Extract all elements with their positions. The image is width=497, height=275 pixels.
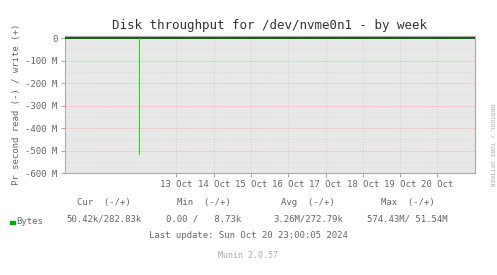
Text: 574.43M/ 51.54M: 574.43M/ 51.54M [367, 214, 448, 223]
Title: Disk throughput for /dev/nvme0n1 - by week: Disk throughput for /dev/nvme0n1 - by we… [112, 19, 427, 32]
Text: Munin 2.0.57: Munin 2.0.57 [219, 252, 278, 260]
Text: 0.00 /   8.73k: 0.00 / 8.73k [166, 214, 242, 223]
Text: Max  (-/+): Max (-/+) [381, 198, 434, 207]
Text: Last update: Sun Oct 20 23:00:05 2024: Last update: Sun Oct 20 23:00:05 2024 [149, 231, 348, 240]
Text: Bytes: Bytes [16, 217, 43, 226]
Text: Min  (-/+): Min (-/+) [177, 198, 231, 207]
Text: 3.26M/272.79k: 3.26M/272.79k [273, 214, 343, 223]
Y-axis label: Pr second read (-) / write (+): Pr second read (-) / write (+) [12, 24, 21, 185]
Text: RRDTOOL / TOBI OETIKER: RRDTOOL / TOBI OETIKER [490, 104, 495, 187]
Bar [139, 38, 140, 155]
Text: 50.42k/282.83k: 50.42k/282.83k [67, 214, 142, 223]
Text: Avg  (-/+): Avg (-/+) [281, 198, 335, 207]
Text: Cur  (-/+): Cur (-/+) [78, 198, 131, 207]
